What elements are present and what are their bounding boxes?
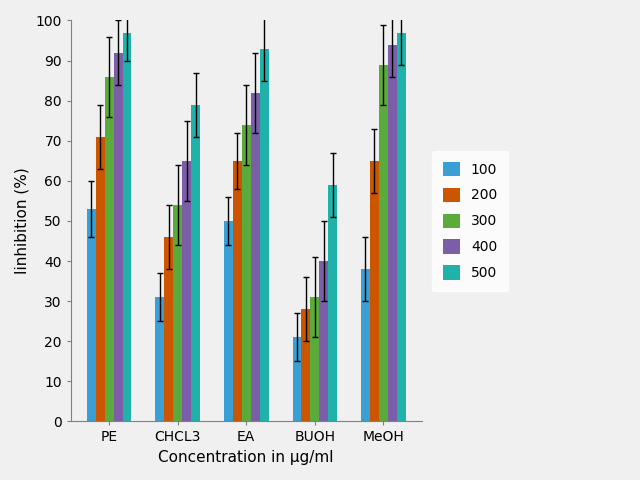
Bar bbox=[114, 53, 122, 421]
Bar bbox=[173, 205, 182, 421]
Bar bbox=[164, 237, 173, 421]
Bar bbox=[96, 137, 105, 421]
Bar bbox=[182, 161, 191, 421]
Bar bbox=[242, 125, 251, 421]
Bar bbox=[328, 185, 337, 421]
Bar bbox=[260, 48, 269, 421]
Bar bbox=[233, 161, 242, 421]
Bar bbox=[310, 297, 319, 421]
Bar bbox=[224, 221, 233, 421]
Bar bbox=[301, 309, 310, 421]
Bar bbox=[105, 77, 114, 421]
Bar bbox=[361, 269, 370, 421]
Bar bbox=[156, 297, 164, 421]
Bar bbox=[122, 33, 131, 421]
Bar bbox=[397, 33, 406, 421]
Bar bbox=[319, 261, 328, 421]
Bar bbox=[379, 65, 388, 421]
Bar bbox=[370, 161, 379, 421]
Bar bbox=[292, 337, 301, 421]
Y-axis label: Iinhibition (%): Iinhibition (%) bbox=[15, 168, 30, 275]
X-axis label: Concentration in μg/ml: Concentration in μg/ml bbox=[159, 450, 334, 465]
Legend: 100, 200, 300, 400, 500: 100, 200, 300, 400, 500 bbox=[432, 151, 508, 291]
Bar bbox=[251, 93, 260, 421]
Bar bbox=[388, 45, 397, 421]
Bar bbox=[191, 105, 200, 421]
Bar bbox=[87, 209, 96, 421]
